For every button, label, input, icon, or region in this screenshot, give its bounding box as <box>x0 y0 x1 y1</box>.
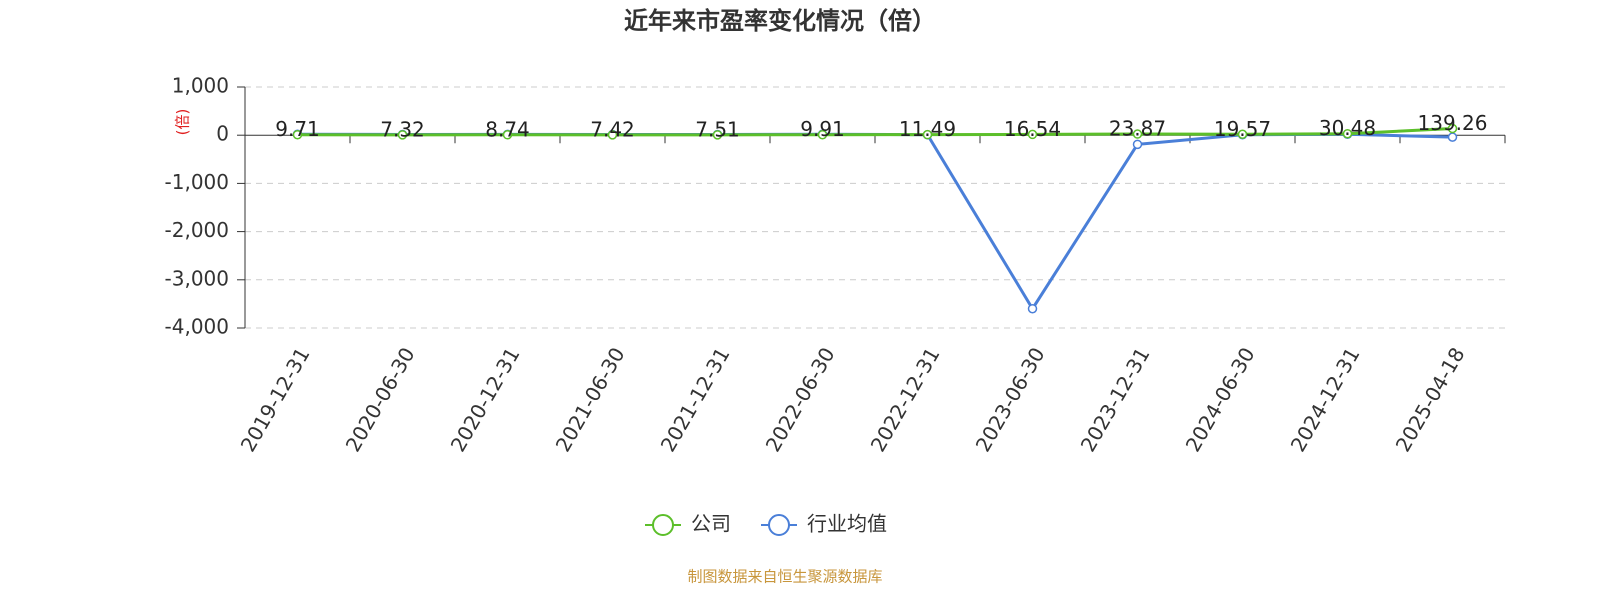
data-point <box>1342 128 1353 139</box>
y-tick-label: 0 <box>216 122 229 146</box>
data-point <box>1132 139 1143 150</box>
data-point <box>397 130 408 140</box>
x-tick-label: 2020-06-30 <box>341 343 420 456</box>
x-tick-label: 2021-12-31 <box>656 343 735 456</box>
x-tick-label: 2022-06-30 <box>761 343 840 456</box>
data-point <box>1132 129 1143 139</box>
source-note: 制图数据来自恒生聚源数据库 <box>687 568 882 586</box>
chart-title: 近年来市盈率变化情况（倍） <box>624 7 936 35</box>
x-tick-label: 2021-06-30 <box>551 343 630 456</box>
data-label: 30.48 <box>1319 116 1376 140</box>
data-label: 11.49 <box>899 117 956 141</box>
data-point <box>712 130 723 140</box>
series-line <box>297 126 1453 137</box>
data-point <box>502 130 513 140</box>
series-line <box>297 132 1453 312</box>
data-label: 7.42 <box>590 117 635 141</box>
y-tick-label: -3,000 <box>165 266 229 290</box>
data-point <box>817 129 828 140</box>
y-axis-label: (倍) <box>174 109 192 136</box>
data-label: 16.54 <box>1004 117 1061 141</box>
data-point <box>607 130 618 140</box>
y-tick-label: -1,000 <box>165 170 229 194</box>
data-label: 9.71 <box>275 117 320 141</box>
data-label: 139.26 <box>1418 111 1488 135</box>
y-tick-label: -4,000 <box>165 315 229 339</box>
x-tick-label: 2024-12-31 <box>1286 343 1365 456</box>
data-label: 23.87 <box>1109 117 1166 141</box>
data-label: 8.74 <box>485 117 530 141</box>
y-tick-label: 1,000 <box>172 74 229 98</box>
legend-marker <box>768 514 790 536</box>
data-point <box>1447 123 1458 134</box>
data-label: 9.91 <box>800 117 845 141</box>
legend-marker <box>652 514 674 536</box>
data-point <box>1237 129 1248 140</box>
data-label: 7.32 <box>380 117 425 141</box>
legend-label: 行业均值 <box>807 512 887 536</box>
data-point <box>922 129 933 140</box>
x-tick-label: 2025-04-18 <box>1391 343 1470 456</box>
data-label: 7.51 <box>695 117 740 141</box>
x-tick-label: 2023-06-30 <box>971 343 1050 456</box>
x-tick-label: 2019-12-31 <box>236 343 315 456</box>
x-tick-label: 2023-12-31 <box>1076 343 1155 456</box>
data-point <box>1027 303 1038 314</box>
data-label: 19.57 <box>1214 117 1271 141</box>
x-tick-label: 2024-06-30 <box>1181 343 1260 456</box>
data-point <box>292 129 303 140</box>
x-tick-label: 2020-12-31 <box>446 343 525 456</box>
y-tick-label: -2,000 <box>165 218 229 242</box>
x-tick-label: 2022-12-31 <box>866 343 945 456</box>
legend-label: 公司 <box>691 512 731 536</box>
data-point <box>1027 129 1038 140</box>
